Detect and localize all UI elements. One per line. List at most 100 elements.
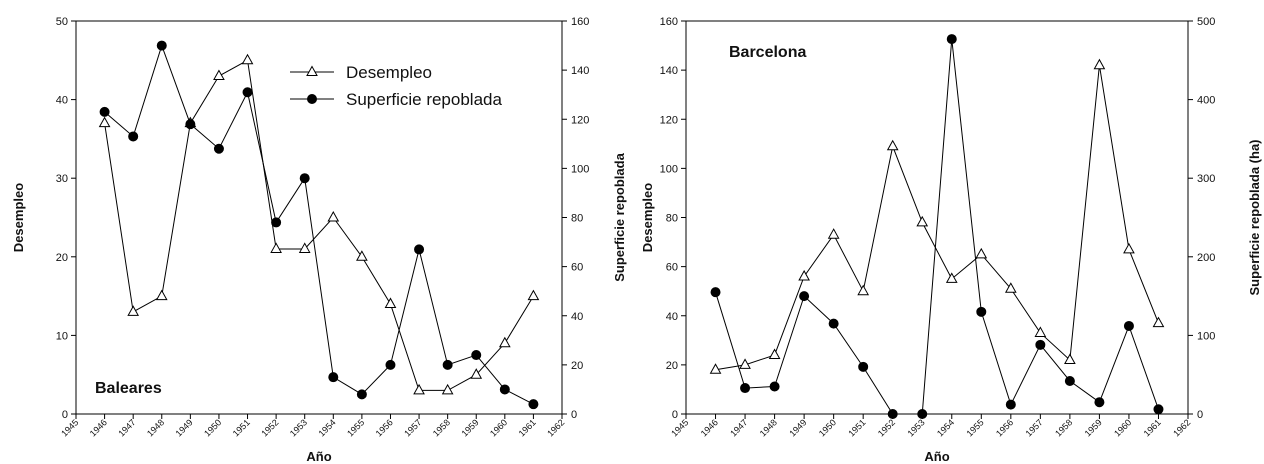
triangle-point — [886, 139, 899, 151]
y-tick-label: 20 — [666, 360, 678, 372]
triangle-point — [1152, 316, 1165, 328]
triangle-point — [768, 348, 781, 360]
x-tick-label: 1946 — [88, 417, 109, 438]
x-tick-label: 1955 — [345, 417, 366, 438]
y2-tick-label: 160 — [571, 16, 589, 28]
y2-tick-label: 140 — [571, 65, 589, 77]
triangle-point — [270, 242, 282, 253]
y-tick-label: 80 — [666, 213, 678, 225]
y2-axis-label: Superficie repoblada (ha) — [1247, 139, 1262, 295]
y2-axis-label: Superficie repoblada — [612, 152, 627, 281]
x-tick-label: 1952 — [876, 417, 897, 438]
circle-point — [976, 306, 987, 317]
triangle-point — [857, 284, 870, 296]
y-tick-label: 40 — [666, 311, 678, 323]
circle-point — [1064, 375, 1075, 386]
y-tick-label: 0 — [62, 409, 68, 421]
circle-point — [271, 217, 282, 228]
triangle-point — [470, 368, 483, 379]
triangle-point — [213, 69, 225, 81]
triangle-point — [356, 250, 368, 261]
x-tick-label: 1955 — [964, 417, 985, 438]
x-tick-label: 1952 — [259, 417, 280, 438]
x-tick-label: 1953 — [288, 417, 309, 438]
y2-tick-label: 0 — [1197, 409, 1203, 421]
triangle-point — [916, 215, 929, 227]
y2-tick-label: 200 — [1197, 252, 1215, 264]
legend-marker — [307, 94, 317, 104]
y-tick-label: 60 — [666, 262, 678, 274]
circle-point — [128, 131, 139, 142]
x-tick-label: 1960 — [1112, 417, 1133, 438]
triangle-point — [384, 297, 397, 308]
circle-point — [385, 359, 396, 370]
y2-tick-label: 100 — [571, 163, 589, 175]
x-tick-label: 1953 — [905, 417, 926, 438]
series-superficie — [710, 34, 1164, 419]
legend: Desempleo Superficie repoblada — [290, 63, 502, 109]
circle-point — [442, 359, 453, 370]
triangle-point — [327, 210, 340, 222]
series-line — [104, 44, 534, 405]
chart-barcelona: 1945 1946 1947 1948 1949 1950 1951 1952 1953 1954… — [640, 16, 1262, 464]
legend-label: Desempleo — [346, 63, 432, 82]
x-tick-label: 1962 — [545, 417, 566, 438]
y-tick-label: 100 — [660, 163, 678, 175]
circle-point — [1123, 320, 1134, 331]
circle-point — [887, 409, 898, 419]
x-tick-label: 1949 — [787, 417, 808, 438]
y-tick-label: 10 — [56, 330, 68, 342]
circle-point — [1094, 397, 1105, 408]
y-tick-label: 50 — [56, 16, 68, 28]
x-tick-label: 1947 — [116, 417, 137, 438]
series-line — [715, 65, 1159, 371]
series-desempleo — [98, 53, 540, 395]
y2-tick-label: 120 — [571, 114, 589, 126]
x-tick-label: 1949 — [174, 417, 195, 438]
panel-title: Barcelona — [729, 44, 806, 61]
plot-frame — [75, 20, 563, 415]
y2-tick-label: 60 — [571, 262, 583, 274]
y2-tick-label: 100 — [1197, 330, 1215, 342]
x-tick-label: 1948 — [758, 417, 779, 438]
x-tick-label: 1961 — [517, 417, 538, 438]
triangle-point — [1093, 58, 1106, 70]
plot-frame — [685, 20, 1189, 415]
x-tick-label: 1958 — [1053, 417, 1074, 438]
x-tick-label: 1960 — [488, 417, 509, 438]
triangle-point — [945, 272, 958, 283]
triangle-point — [1064, 353, 1076, 364]
x-tick-label: 1961 — [1142, 417, 1163, 438]
y2-tick-label: 20 — [571, 360, 583, 372]
legend-label: Superficie repoblada — [346, 90, 502, 109]
x-tick-label: 1950 — [817, 417, 838, 438]
triangle-point — [1034, 326, 1047, 337]
x-tick-label: 1962 — [1171, 417, 1192, 438]
circle-point — [946, 34, 957, 45]
triangle-point — [498, 336, 511, 348]
triangle-point — [155, 289, 168, 301]
circle-point — [471, 350, 482, 361]
x-tick-label: 1954 — [935, 417, 956, 438]
x-axis-label: Año — [306, 449, 331, 464]
y-tick-label: 160 — [660, 16, 678, 28]
triangle-point — [127, 305, 140, 316]
triangle-point — [739, 358, 751, 369]
x-tick-label: 1957 — [1024, 417, 1045, 438]
circle-point — [710, 287, 721, 298]
triangle-point — [413, 383, 425, 395]
circle-point — [858, 361, 869, 372]
x-axis-label: Año — [924, 449, 949, 464]
circle-point — [414, 244, 425, 255]
y-tick-label: 0 — [672, 409, 678, 421]
x-tick-label: 1954 — [316, 417, 337, 438]
triangle-point — [441, 383, 454, 395]
series-line — [104, 59, 534, 391]
legend-marker — [306, 65, 318, 76]
triangle-point — [827, 228, 840, 239]
x-tick-label: 1959 — [1083, 417, 1104, 438]
circle-point — [299, 173, 310, 184]
triangle-point — [527, 289, 540, 301]
triangle-point — [1004, 282, 1017, 293]
